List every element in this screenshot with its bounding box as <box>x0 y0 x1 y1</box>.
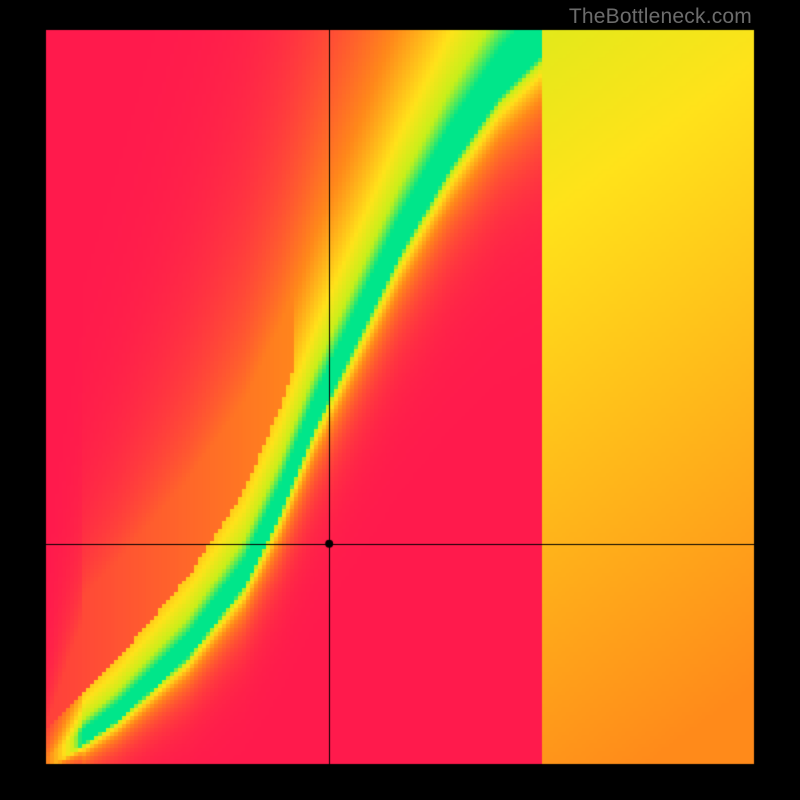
chart-container: TheBottleneck.com <box>0 0 800 800</box>
bottleneck-heatmap <box>0 0 800 800</box>
watermark-text: TheBottleneck.com <box>569 5 752 29</box>
